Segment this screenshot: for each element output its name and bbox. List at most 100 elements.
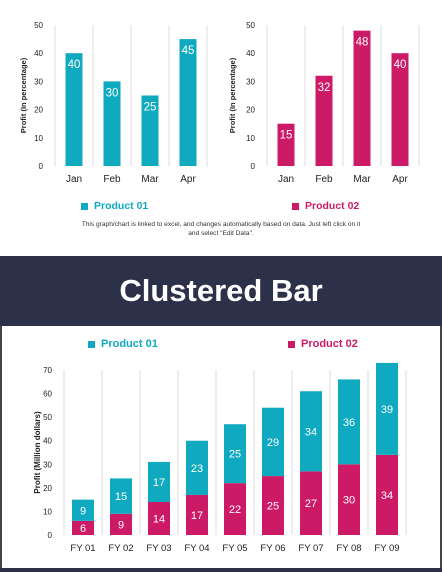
section-title-banner: Clustered Bar <box>0 256 442 326</box>
legend-label-stacked-product-02: Product 02 <box>301 338 358 350</box>
c2-x-tick-label: Jan <box>278 174 294 185</box>
legend-stacked-product-01: Product 01 <box>88 338 158 350</box>
c3-data-label: 14 <box>153 514 165 526</box>
c1-y-tick-label: 50 <box>34 21 43 30</box>
c3-bar <box>148 461 170 502</box>
c3-y-tick-label: 50 <box>43 413 52 422</box>
c1-x-tick-label: Apr <box>180 174 196 185</box>
c3-data-label: 23 <box>191 463 203 475</box>
c1-y-tick-label: 30 <box>34 77 43 86</box>
c1-y-axis-title: Profit (In percentage) <box>19 57 28 133</box>
c1-bar <box>103 81 121 166</box>
c2-data-label: 32 <box>318 82 331 94</box>
excel-link-note: This graph/chart is linked to excel, and… <box>70 221 372 238</box>
c2-data-label: 15 <box>280 130 293 142</box>
c3-x-tick-label: FY 09 <box>374 543 399 554</box>
c3-bar <box>186 440 208 495</box>
c2-x-tick-label: Feb <box>315 174 333 185</box>
c3-y-tick-label: 20 <box>43 484 52 493</box>
legend-swatch-stacked-product-01 <box>88 340 95 348</box>
c1-y-tick-label: 40 <box>34 49 43 58</box>
stacked-chart-frame <box>0 326 442 572</box>
stacked-profit-chart: 0 10 20 30 40 50 60 70 Profit (Million dollars) 6… <box>33 362 407 554</box>
c3-bar <box>148 502 170 535</box>
c3-bar <box>338 464 360 535</box>
c3-y-axis-title: Profit (Million dollars) <box>33 411 42 494</box>
legend-product-01: Product 01 <box>81 200 148 212</box>
c1-data-label: 25 <box>144 102 157 114</box>
c3-data-label: 25 <box>229 449 241 461</box>
c1-data-label: 45 <box>182 45 195 57</box>
legend-stacked-product-02: Product 02 <box>288 338 358 350</box>
legend-swatch-product-02 <box>292 202 299 210</box>
legend-label-product-01: Product 01 <box>94 200 149 212</box>
c3-x-tick-label: FY 05 <box>222 543 247 554</box>
c3-x-tick-label: FY 07 <box>298 543 323 554</box>
c1-data-label: 30 <box>106 87 119 99</box>
c1-data-label: 40 <box>68 59 81 71</box>
c3-x-tick-label: FY 02 <box>108 543 133 554</box>
c2-x-tick-label: Apr <box>392 174 408 185</box>
c3-data-label: 17 <box>153 477 165 489</box>
legend-label-stacked-product-01: Product 01 <box>101 338 158 350</box>
c2-y-axis-title: Profit (In percentage) <box>228 57 237 133</box>
c3-data-label: 17 <box>191 510 203 522</box>
product-02-chart: 0 10 20 30 40 50 Profit (In percentage) 15 Jan 32… <box>228 21 420 185</box>
c2-bar <box>353 30 371 166</box>
c1-y-tick-label: 20 <box>34 106 43 115</box>
c3-bar <box>110 478 132 514</box>
legend-product-02: Product 02 <box>292 200 359 212</box>
c3-y-tick-label: 60 <box>43 390 52 399</box>
c3-data-label: 6 <box>80 523 86 535</box>
c3-bar <box>224 424 246 484</box>
c2-bar <box>315 75 333 166</box>
c3-y-tick-label: 0 <box>48 531 53 540</box>
c2-y-tick-label: 30 <box>246 77 255 86</box>
c3-bar <box>72 520 94 535</box>
banner-title: Clustered Bar <box>119 273 323 308</box>
c3-data-label: 15 <box>115 491 127 503</box>
legend-swatch-product-01 <box>81 202 88 210</box>
c1-y-tick-label: 10 <box>34 134 43 143</box>
c3-x-tick-label: FY 01 <box>70 543 95 554</box>
c3-data-label: 29 <box>267 437 279 449</box>
c3-data-label: 34 <box>305 426 317 438</box>
c3-bar <box>300 471 322 535</box>
c3-bar <box>224 483 246 535</box>
c3-data-label: 22 <box>229 504 241 516</box>
c1-x-tick-label: Feb <box>103 174 121 185</box>
c3-x-tick-label: FY 06 <box>260 543 285 554</box>
c2-y-tick-label: 40 <box>246 49 255 58</box>
c3-data-label: 36 <box>343 417 355 429</box>
c2-x-tick-label: Mar <box>353 174 371 185</box>
c3-bar <box>262 407 284 477</box>
c3-y-tick-label: 30 <box>43 460 52 469</box>
c1-bar <box>179 39 197 166</box>
c2-y-tick-label: 20 <box>246 106 255 115</box>
c3-data-label: 34 <box>381 490 393 502</box>
legend-label-product-02: Product 02 <box>305 200 360 212</box>
c3-y-tick-label: 10 <box>43 507 52 516</box>
legend-swatch-stacked-product-02 <box>288 340 295 348</box>
c3-data-label: 9 <box>80 505 86 517</box>
c2-y-tick-label: 50 <box>246 21 255 30</box>
c2-bar <box>277 123 295 166</box>
c3-bar <box>262 476 284 535</box>
c3-bar <box>300 391 322 472</box>
c1-x-tick-label: Jan <box>66 174 82 185</box>
c3-y-tick-label: 40 <box>43 437 52 446</box>
c3-bar <box>110 513 132 535</box>
c3-bar <box>376 454 398 535</box>
c3-bar <box>338 379 360 465</box>
c3-data-label: 27 <box>305 498 317 510</box>
bottom-divider <box>0 568 442 572</box>
c3-data-label: 39 <box>381 404 393 416</box>
c2-y-tick-label: 0 <box>251 162 256 171</box>
c1-bar <box>141 95 159 166</box>
c3-bar <box>376 362 398 455</box>
c1-y-tick-label: 0 <box>39 162 44 171</box>
c1-bar <box>65 53 83 167</box>
c3-x-tick-label: FY 08 <box>336 543 361 554</box>
note-line-2: and select "Edit Data". <box>188 229 254 237</box>
c1-x-tick-label: Mar <box>141 174 159 185</box>
